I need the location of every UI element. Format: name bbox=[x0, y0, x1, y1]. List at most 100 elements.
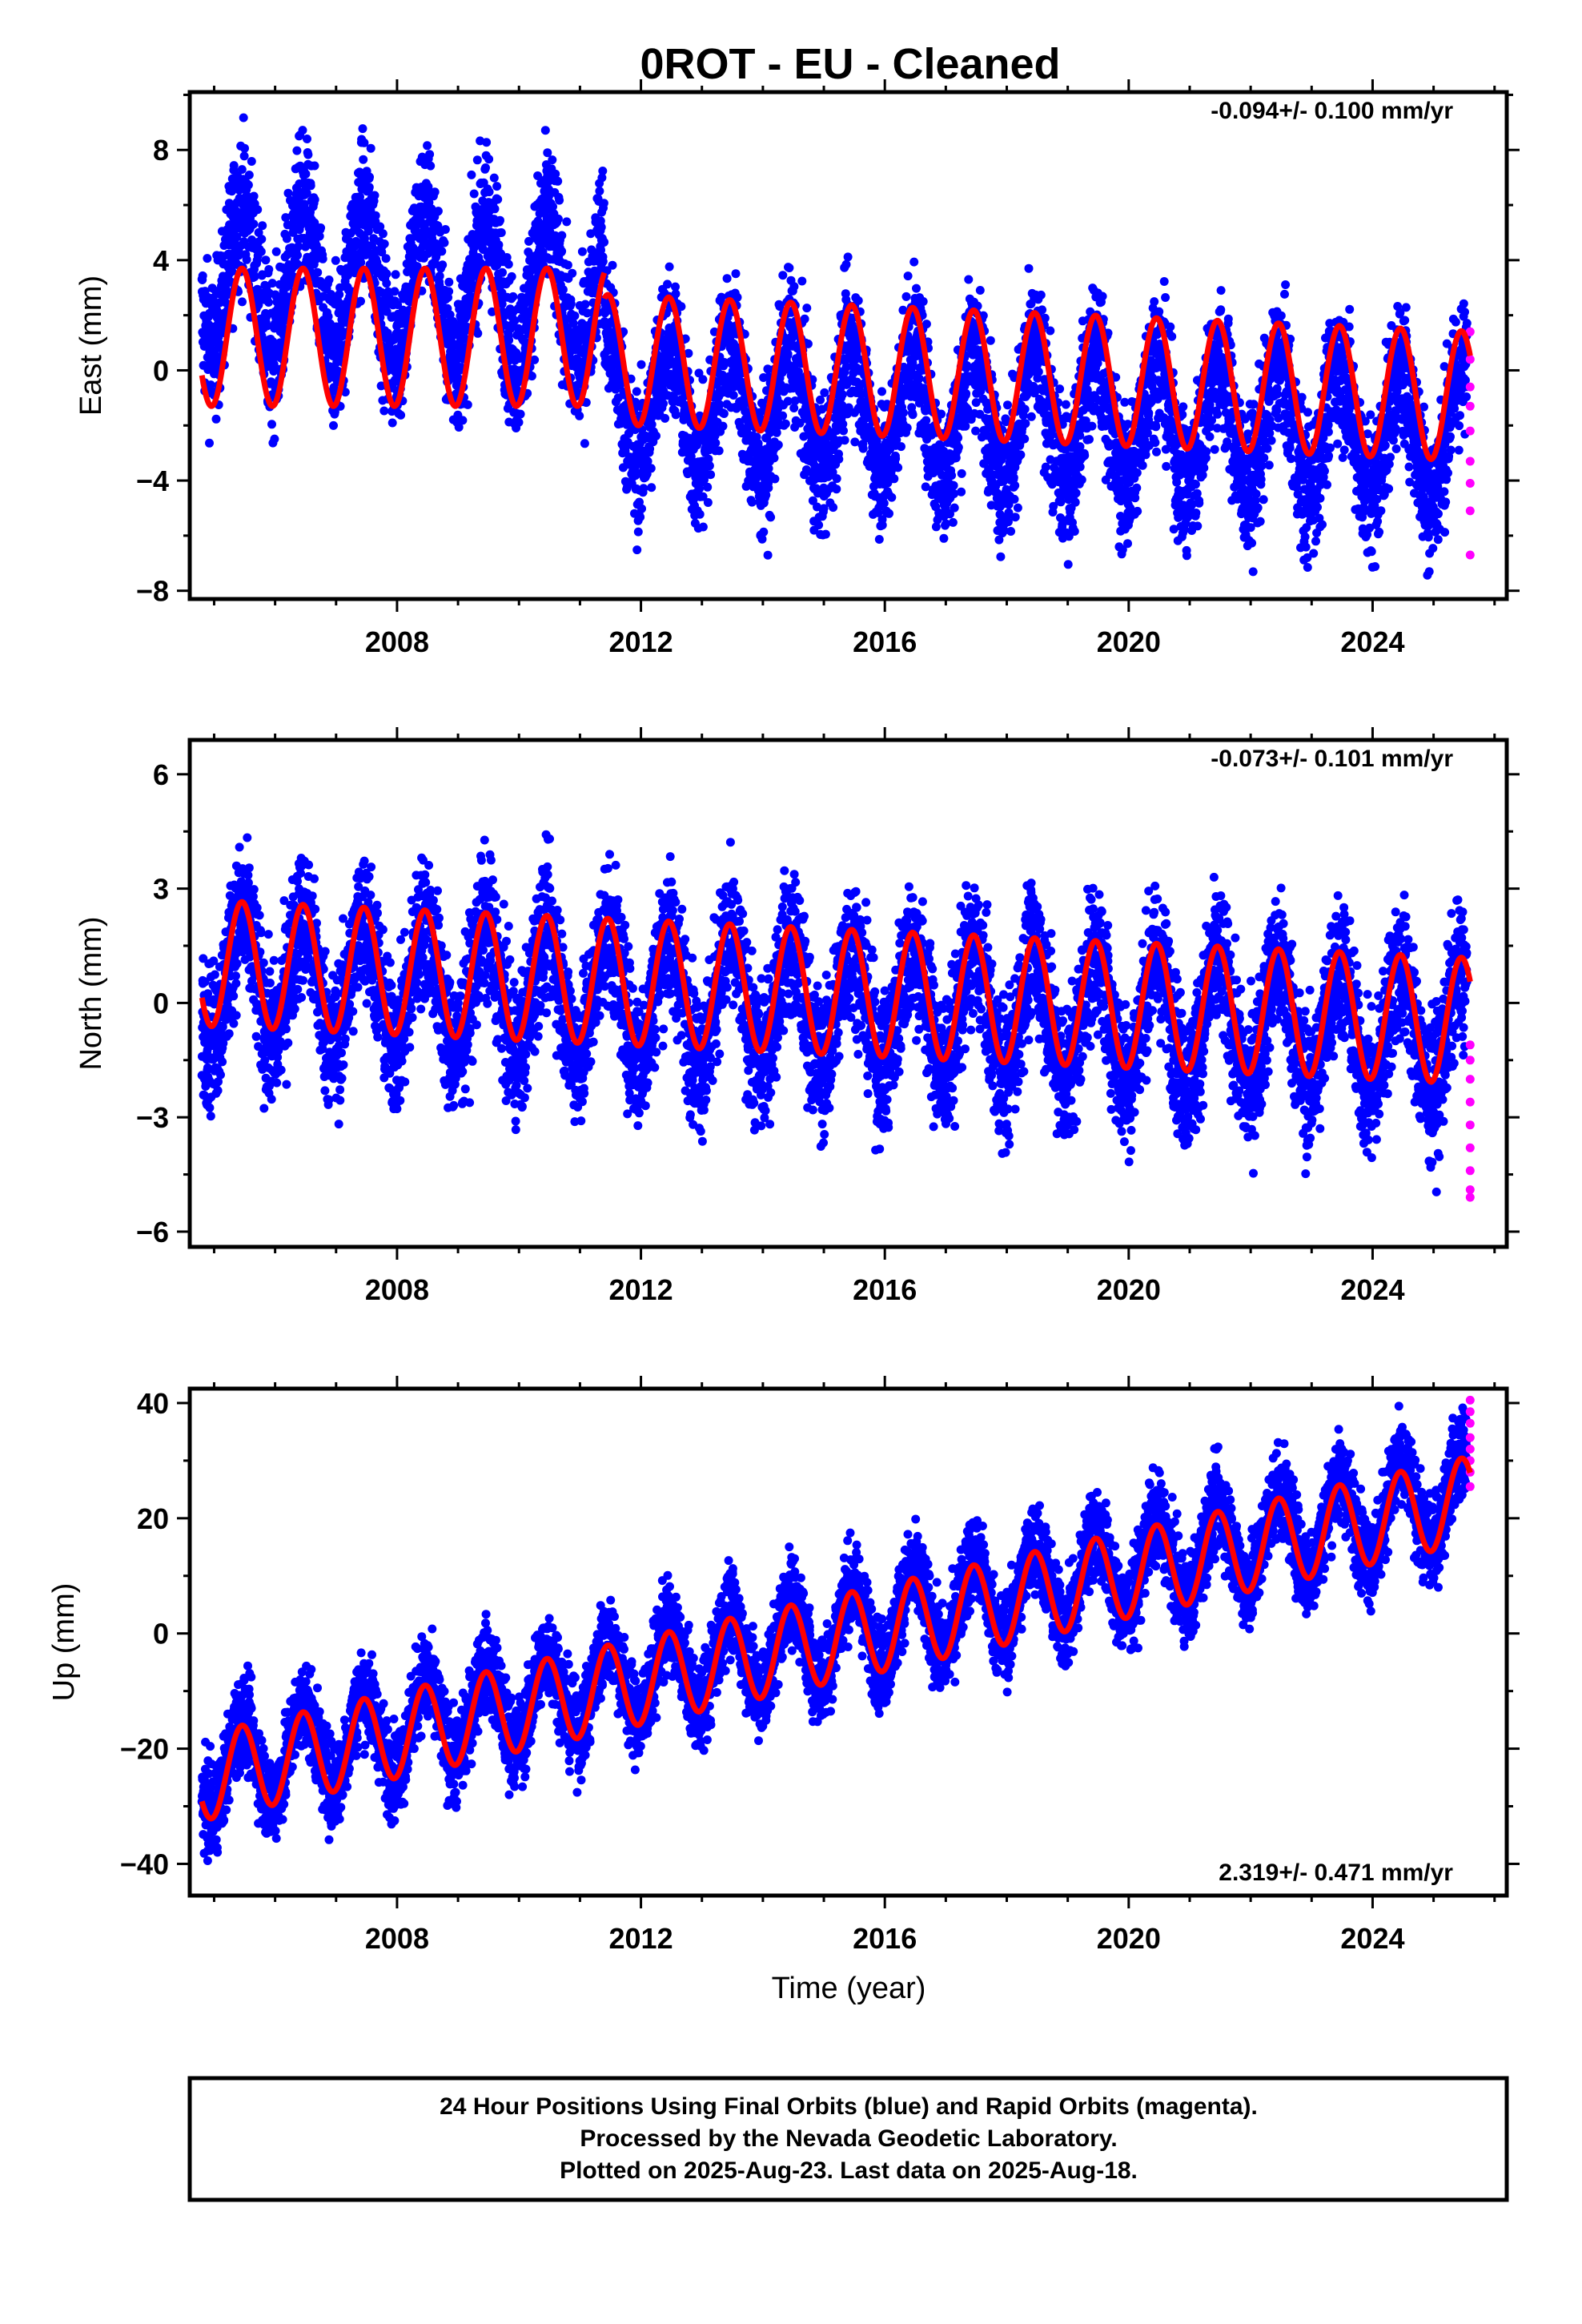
final-orbit-point bbox=[324, 275, 334, 284]
final-orbit-point bbox=[253, 205, 263, 215]
final-orbit-point bbox=[575, 411, 584, 420]
final-orbit-point bbox=[568, 268, 577, 278]
final-orbit-point bbox=[242, 255, 251, 264]
final-orbit-point bbox=[773, 440, 783, 449]
final-orbit-point bbox=[797, 276, 807, 286]
final-orbit-point bbox=[379, 239, 389, 248]
final-orbit-point bbox=[263, 321, 272, 331]
final-orbit-point bbox=[438, 260, 448, 270]
final-orbit-point bbox=[1020, 404, 1030, 414]
final-orbit-point bbox=[507, 271, 516, 281]
final-orbit-point bbox=[719, 409, 729, 418]
final-orbit-point bbox=[239, 151, 249, 161]
final-orbit-point bbox=[294, 242, 303, 251]
final-orbit-point bbox=[433, 207, 443, 216]
final-orbit-point bbox=[540, 126, 550, 135]
final-orbit-point bbox=[961, 421, 970, 431]
final-orbit-point bbox=[778, 411, 788, 420]
final-orbit-point bbox=[249, 219, 259, 229]
final-orbit-point bbox=[426, 161, 436, 171]
final-orbit-point bbox=[763, 550, 773, 560]
final-orbit-point bbox=[490, 204, 500, 214]
final-orbit-point bbox=[387, 418, 397, 428]
final-orbit-point bbox=[722, 274, 732, 283]
final-orbit-point bbox=[1085, 435, 1094, 444]
final-orbit-point bbox=[996, 552, 1006, 561]
final-orbit-point bbox=[256, 247, 266, 256]
final-orbit-point bbox=[1020, 434, 1030, 444]
final-orbit-point bbox=[378, 229, 387, 239]
final-orbit-point bbox=[472, 155, 482, 165]
final-orbit-point bbox=[695, 509, 705, 519]
final-orbit-point bbox=[636, 513, 645, 522]
final-orbit-point bbox=[298, 126, 307, 135]
final-orbit-point bbox=[423, 141, 432, 151]
final-orbit-point bbox=[553, 176, 563, 186]
final-orbit-point bbox=[229, 161, 239, 171]
final-orbit-point bbox=[783, 349, 793, 359]
final-orbit-point bbox=[948, 517, 958, 527]
final-orbit-point bbox=[390, 287, 400, 296]
final-orbit-point bbox=[444, 287, 454, 296]
final-orbit-point bbox=[939, 533, 949, 543]
final-orbit-point bbox=[203, 254, 212, 263]
final-orbit-point bbox=[677, 302, 686, 312]
final-orbit-point bbox=[877, 521, 887, 530]
final-orbit-point bbox=[858, 444, 868, 453]
final-orbit-point bbox=[243, 180, 253, 190]
final-orbit-point bbox=[440, 225, 450, 234]
final-orbit-point bbox=[240, 143, 249, 153]
final-orbit-point bbox=[440, 238, 449, 247]
final-orbit-point bbox=[238, 297, 247, 307]
final-orbit-point bbox=[954, 433, 963, 443]
final-orbit-point bbox=[553, 214, 563, 223]
final-orbit-point bbox=[729, 391, 738, 400]
final-orbit-point bbox=[661, 413, 670, 423]
final-orbit-point bbox=[247, 157, 256, 166]
final-orbit-point bbox=[481, 163, 490, 172]
final-orbit-point bbox=[1070, 527, 1079, 536]
final-orbit-point bbox=[430, 187, 440, 197]
final-orbit-point bbox=[879, 498, 889, 508]
final-orbit-point bbox=[489, 173, 499, 183]
final-orbit-point bbox=[897, 442, 905, 452]
final-orbit-point bbox=[327, 290, 335, 300]
final-orbit-point bbox=[705, 461, 714, 471]
final-orbit-point bbox=[596, 223, 606, 232]
final-orbit-point bbox=[902, 423, 912, 432]
final-orbit-point bbox=[1087, 421, 1097, 431]
final-orbit-point bbox=[227, 267, 237, 276]
final-orbit-point bbox=[514, 417, 524, 427]
final-orbit-point bbox=[221, 298, 231, 308]
final-orbit-point bbox=[951, 453, 961, 463]
final-orbit-point bbox=[580, 439, 589, 448]
final-orbit-point bbox=[473, 328, 483, 338]
final-orbit-point bbox=[949, 480, 958, 490]
final-orbit-point bbox=[1021, 419, 1030, 428]
final-orbit-point bbox=[874, 535, 884, 544]
final-orbit-point bbox=[769, 453, 779, 463]
final-orbit-point bbox=[843, 252, 853, 262]
final-orbit-point bbox=[306, 181, 315, 191]
final-orbit-point bbox=[303, 135, 311, 143]
final-orbit-point bbox=[802, 304, 812, 313]
final-orbit-point bbox=[264, 298, 273, 307]
final-orbit-point bbox=[1061, 400, 1070, 409]
final-orbit-point bbox=[516, 409, 525, 419]
final-orbit-point bbox=[267, 279, 277, 288]
final-orbit-point bbox=[303, 150, 313, 159]
final-orbit-point bbox=[893, 463, 903, 472]
final-orbit-point bbox=[1055, 384, 1065, 394]
final-orbit-point bbox=[570, 311, 580, 320]
final-orbit-point bbox=[814, 521, 824, 530]
final-orbit-point bbox=[379, 406, 389, 416]
final-orbit-point bbox=[820, 388, 829, 397]
final-orbit-point bbox=[365, 172, 374, 182]
final-orbit-point bbox=[608, 260, 617, 270]
final-orbit-point bbox=[258, 221, 267, 231]
final-orbit-point bbox=[954, 443, 963, 452]
final-orbit-point bbox=[937, 409, 946, 419]
final-orbit-point bbox=[391, 270, 400, 279]
final-orbit-point bbox=[632, 387, 641, 396]
final-orbit-point bbox=[208, 293, 218, 303]
